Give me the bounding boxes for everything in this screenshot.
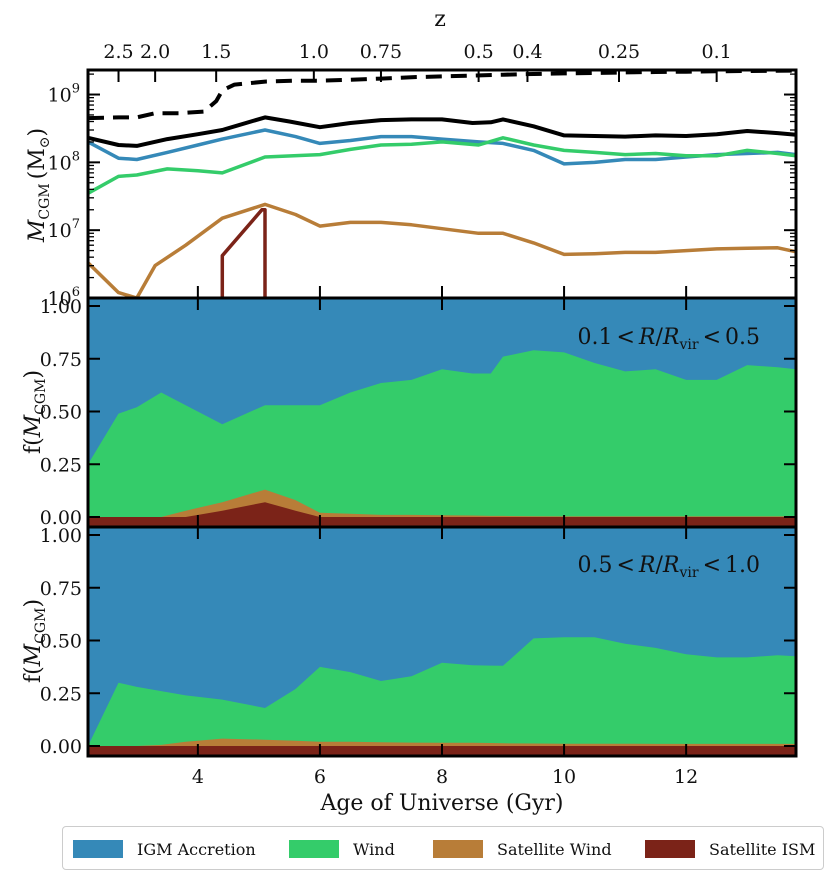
frac-ytick-label: 0.25 bbox=[40, 683, 82, 705]
frac-ytick-label: 0.75 bbox=[40, 349, 82, 371]
area-wind bbox=[88, 637, 796, 756]
area-satellite-ism bbox=[88, 502, 796, 527]
frac-ytick-label: 0.50 bbox=[40, 402, 82, 424]
frac-ytick-label: 1.00 bbox=[40, 296, 82, 318]
series-line-wind bbox=[88, 136, 796, 195]
fraction-areas bbox=[88, 298, 796, 527]
outer-ylabel: f(MCGM) bbox=[21, 599, 49, 683]
z-tick-label: 1.0 bbox=[299, 41, 329, 63]
xtick-label: 12 bbox=[674, 766, 698, 788]
frac-ytick-label: 1.00 bbox=[40, 525, 82, 547]
mass-frame bbox=[86, 68, 798, 300]
area-wind bbox=[88, 350, 796, 527]
xtick-label: 4 bbox=[192, 766, 204, 788]
legend-swatch-satellite-ism bbox=[645, 840, 695, 858]
z-tick-label: 0.4 bbox=[512, 41, 542, 63]
mass-ylabel: MCGM(M⊙) bbox=[25, 128, 53, 243]
frac-ytick-label: 0.00 bbox=[40, 736, 82, 758]
mass-ytick-label: 108 bbox=[48, 149, 80, 174]
z-tick-label: 0.5 bbox=[464, 41, 494, 63]
legend-item-wind: Wind bbox=[289, 839, 395, 859]
frac-ytick-label: 0.00 bbox=[40, 507, 82, 529]
inner-annotation: 0.1 < R/Rvir <0.5 bbox=[577, 325, 760, 353]
frac-frame bbox=[86, 525, 798, 758]
legend-swatch-satellite-wind bbox=[433, 840, 483, 858]
legend-label-igm: IGM Accretion bbox=[137, 839, 256, 859]
xtick-label: 8 bbox=[436, 766, 448, 788]
z-tick-label: 1.5 bbox=[201, 41, 231, 63]
legend: IGM Accretion Wind Satellite Wind Satell… bbox=[62, 826, 824, 870]
xtick-label: 6 bbox=[314, 766, 326, 788]
inner-ylabel: f(MCGM) bbox=[21, 370, 49, 454]
legend-label-satellite-ism: Satellite ISM bbox=[709, 839, 816, 859]
outer-fraction-panel: 0.00 0.25 0.50 0.75 1.00 4 6 8 10 12 bbox=[40, 525, 798, 788]
legend-swatch-wind bbox=[289, 840, 339, 858]
mass-ytick-label: 107 bbox=[48, 217, 80, 242]
frac-ytick-label: 0.25 bbox=[40, 454, 82, 476]
xtick-label: 10 bbox=[552, 766, 576, 788]
mass-ytick-label: 109 bbox=[48, 82, 80, 107]
legend-label-satellite-wind: Satellite Wind bbox=[497, 839, 612, 859]
fraction-areas bbox=[88, 527, 796, 756]
z-tick-label: 0.1 bbox=[702, 41, 732, 63]
mass-ytick-label: 106 bbox=[48, 285, 80, 310]
frac-ytick-label: 0.50 bbox=[40, 631, 82, 653]
mass-panel: 106 107 108 109 2.5 2.0 1.5 1.0 0.75 0.5 0.4 0.25 0.… bbox=[48, 41, 798, 310]
series-line-satism bbox=[220, 208, 267, 298]
z-tick-label: 0.75 bbox=[360, 41, 402, 63]
inner-fraction-panel: 0.00 0.25 0.50 0.75 1.00 bbox=[40, 296, 798, 529]
legend-item-satellite-ism: Satellite ISM bbox=[645, 839, 815, 859]
legend-label-wind: Wind bbox=[353, 839, 395, 859]
top-axis-title: z bbox=[434, 7, 446, 32]
x-axis-title: Age of Universe (Gyr) bbox=[319, 791, 563, 816]
z-tick-label: 2.5 bbox=[103, 41, 133, 63]
series-line-satwind bbox=[88, 202, 796, 298]
series-line-total bbox=[88, 115, 796, 148]
series-line-halo bbox=[88, 70, 796, 121]
outer-annotation: 0.5 < R/Rvir <1.0 bbox=[577, 553, 760, 581]
mass-lines bbox=[88, 70, 796, 298]
legend-swatch-igm bbox=[73, 840, 123, 858]
legend-item-satellite-wind: Satellite Wind bbox=[433, 839, 612, 859]
legend-item-igm: IGM Accretion bbox=[73, 839, 256, 859]
z-tick-label: 2.0 bbox=[140, 41, 170, 63]
frac-ytick-label: 0.75 bbox=[40, 578, 82, 600]
z-tick-label: 0.25 bbox=[598, 41, 640, 63]
